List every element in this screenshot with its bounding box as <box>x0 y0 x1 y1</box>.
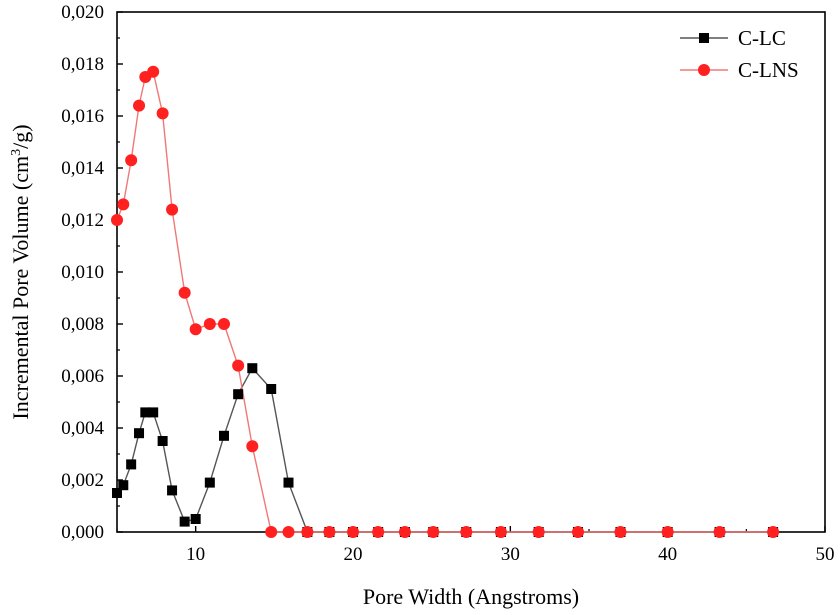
data-point-C-LNS <box>265 526 278 538</box>
x-axis-title: Pore Width (Angstroms) <box>363 584 579 609</box>
data-point-C-LNS <box>614 526 627 538</box>
y-tick-label: 0,020 <box>61 2 104 23</box>
y-tick-label: 0,016 <box>61 106 104 127</box>
data-point-C-LNS <box>147 65 160 78</box>
data-point-C-LC <box>247 363 258 374</box>
data-point-C-LC <box>140 407 151 418</box>
data-point-C-LNS <box>246 440 259 453</box>
y-tick-label: 0,010 <box>61 262 104 283</box>
data-point-C-LC <box>112 488 122 498</box>
y-tick-label: 0,004 <box>61 418 104 439</box>
data-point-C-LC <box>118 480 129 491</box>
y-tick-label: 0,008 <box>61 314 104 335</box>
x-axis: 10 20 30 40 50 <box>116 526 835 565</box>
data-point-C-LNS <box>713 526 726 538</box>
data-point-C-LNS <box>232 359 245 372</box>
data-point-C-LC <box>283 477 294 488</box>
data-point-C-LNS <box>323 526 336 538</box>
data-point-C-LNS <box>217 318 230 330</box>
series-line-C-LC <box>116 367 774 533</box>
data-point-C-LC <box>233 389 244 400</box>
x-tick-label: 30 <box>501 544 520 565</box>
data-point-C-LC <box>126 459 137 470</box>
y-tick-label: 0,014 <box>61 158 104 179</box>
data-point-C-LC <box>179 516 190 527</box>
data-point-C-LC <box>190 514 201 524</box>
y-tick-label: 0,000 <box>61 522 104 543</box>
data-point-C-LNS <box>372 526 385 538</box>
data-point-C-LNS <box>111 214 123 226</box>
data-point-C-LNS <box>767 526 780 538</box>
legend-label-C-LC: C-LC <box>738 26 786 50</box>
data-point-C-LNS <box>347 526 359 538</box>
legend-marker-C-LC <box>699 33 709 43</box>
y-tick-label: 0,006 <box>61 366 104 387</box>
x-tick-label: 10 <box>186 544 205 565</box>
legend-marker-C-LNS <box>698 64 710 76</box>
data-point-C-LNS <box>494 526 507 538</box>
y-tick-label: 0,002 <box>61 470 104 491</box>
x-tick-label: 40 <box>658 544 677 565</box>
legend-label-C-LNS: C-LNS <box>738 58 799 82</box>
data-point-C-LNS <box>203 318 216 330</box>
data-point-C-LNS <box>427 526 440 538</box>
x-tick-label: 20 <box>344 544 363 565</box>
y-tick-label: 0,012 <box>61 210 104 231</box>
data-point-C-LNS <box>133 99 146 112</box>
data-point-C-LC <box>266 384 277 394</box>
data-point-C-LNS <box>178 286 191 299</box>
x-tick-label: 50 <box>816 544 835 565</box>
data-point-C-LNS <box>189 323 202 336</box>
data-point-C-LC <box>148 407 159 418</box>
data-point-C-LNS <box>571 526 584 538</box>
data-point-C-LNS <box>398 526 411 538</box>
y-tick-label: 0,018 <box>61 54 104 75</box>
data-point-C-LNS <box>156 107 169 120</box>
data-point-C-LC <box>157 436 168 446</box>
data-point-C-LC <box>204 477 215 488</box>
data-point-C-LNS <box>532 526 545 538</box>
plot-frame <box>116 11 826 533</box>
data-point-C-LC <box>218 430 229 441</box>
y-axis-title: Incremental Pore Volume (cm3/g) <box>8 124 33 419</box>
data-point-C-LNS <box>166 203 179 216</box>
data-point-C-LNS <box>301 526 314 538</box>
y-axis: 0,000 0,002 0,004 0,006 0,008 0,010 0,012 0,014… <box>61 2 123 543</box>
data-point-C-LNS <box>282 526 295 538</box>
data-point-C-LNS <box>125 154 138 167</box>
data-point-C-LNS <box>117 198 130 211</box>
data-point-C-LNS <box>661 526 674 538</box>
data-point-C-LC <box>134 428 145 439</box>
data-point-C-LC <box>167 485 178 496</box>
plot-series <box>111 65 780 538</box>
legend: C-LC C-LNS <box>680 26 799 82</box>
data-point-C-LNS <box>460 526 473 538</box>
